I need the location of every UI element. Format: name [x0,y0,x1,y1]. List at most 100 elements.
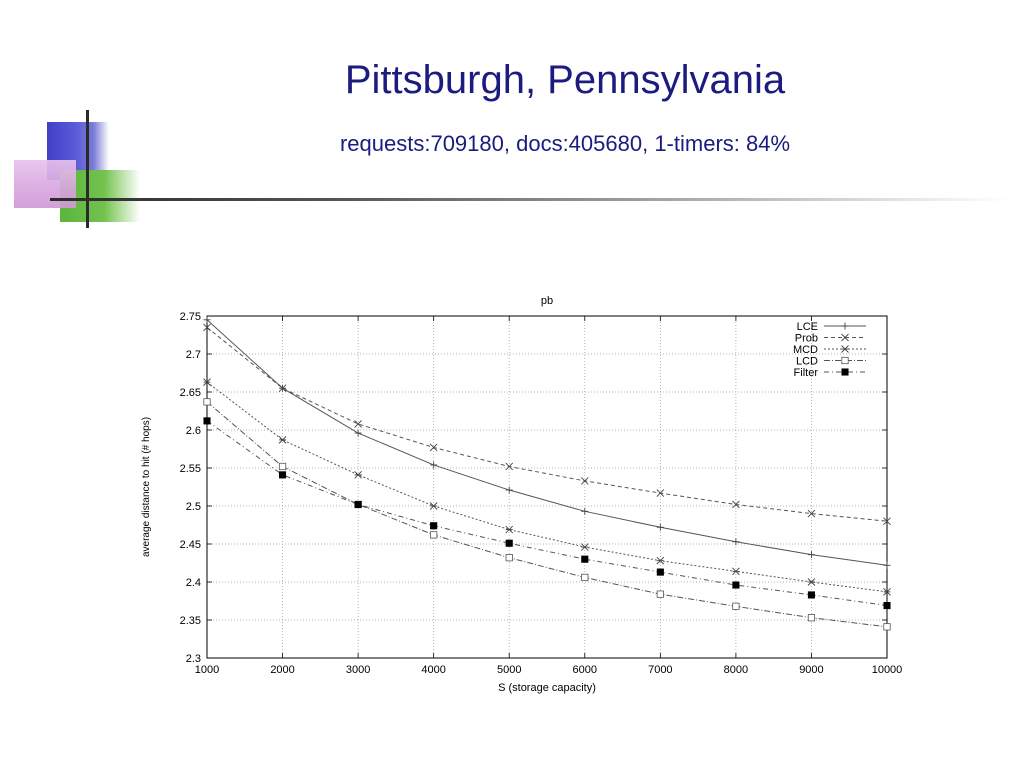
y-tick-label: 2.3 [186,653,201,665]
x-tick-label: 1000 [195,664,219,676]
data-point [807,509,816,518]
legend-label: Prob [795,333,818,345]
y-axis-label: average distance to hit (# hops) [141,417,152,557]
y-tick-label: 2.35 [180,615,201,627]
marker-stroke [429,443,438,452]
slide-title: Pittsburgh, Pennsylvania [344,58,786,102]
data-point [656,523,664,531]
data-point [430,461,438,469]
data-point [656,568,664,576]
data-point [656,590,664,598]
legend-label: Filter [794,367,819,379]
marker-stroke [732,500,740,509]
x-tick-label: 4000 [421,664,445,676]
decor-horizontal-rule [50,198,1010,201]
data-point [203,378,211,386]
data-point [581,507,589,515]
x-axis-label: S (storage capacity) [498,682,596,694]
data-point [883,517,891,526]
x-tick-label: 6000 [573,664,597,676]
marker-stroke [505,462,514,471]
series-lce [203,316,891,569]
data-point [505,462,514,471]
data-point [732,602,740,610]
series-line [206,319,888,566]
data-point [807,614,816,622]
legend-label: LCE [797,321,818,333]
data-point [656,556,665,565]
data-point [429,443,438,452]
data-point [505,554,513,562]
data-point [278,462,287,471]
data-point [732,500,740,509]
data-point [279,471,287,479]
marker-stroke [580,477,589,485]
x-tick-label: 5000 [497,664,521,676]
data-point [430,522,438,530]
series-lcd [203,398,891,631]
data-point [807,591,815,599]
x-tick-label: 2000 [270,664,294,676]
legend-label: LCD [796,356,818,368]
data-point [354,420,362,428]
x-tick-label: 3000 [346,664,370,676]
series-line [206,381,888,593]
legend-swatch-marker [841,322,849,330]
data-point [278,436,287,444]
data-point [580,543,589,551]
legend-label: MCD [793,344,818,356]
data-point [883,561,891,569]
slide-subtitle: requests:709180, docs:405680, 1-timers: … [339,131,791,156]
x-tick-label: 7000 [648,664,672,676]
chart-title: pb [541,295,553,307]
series-group [203,316,891,631]
x-tick-label: 8000 [724,664,748,676]
data-point [807,551,815,559]
series-prob [203,323,891,526]
marker-stroke [354,420,362,428]
series-line [206,327,888,522]
decor-vertical-rule [86,110,89,228]
data-point [883,602,891,610]
data-point [278,384,287,393]
data-point [732,567,740,576]
data-point [429,502,438,510]
data-point [354,471,362,479]
x-tick-label: 10000 [872,664,903,676]
marker-stroke [278,384,287,393]
data-point [581,555,589,563]
marker-stroke [656,489,665,497]
series-filter [203,417,891,610]
data-point [581,573,589,582]
legend-swatch-marker [841,356,849,365]
axes: 1000 2000 3000 4000 5000 6000 7000 8000 9000 1000… [180,311,903,676]
plot-area [207,316,887,658]
data-point [505,525,514,534]
y-tick-label: 2.7 [186,349,201,361]
data-point [505,539,513,547]
data-point [732,538,740,546]
y-tick-label: 2.55 [180,463,201,475]
data-point [580,477,589,485]
y-tick-label: 2.45 [180,539,201,551]
data-point [656,489,665,497]
data-point [203,323,211,332]
marker-stroke [883,517,891,526]
data-point [505,486,513,494]
data-point [354,500,362,509]
marker-stroke [203,323,211,332]
plot-frame [206,315,888,659]
legend-swatch-marker [841,368,849,376]
data-point [203,316,211,324]
marker-stroke [841,333,849,342]
marker-stroke [807,509,816,518]
data-point [354,429,362,437]
data-point [430,531,438,539]
data-point [203,417,211,425]
y-tick-label: 2.5 [186,501,201,513]
y-tick-label: 2.75 [180,311,201,323]
series-mcd [203,378,891,596]
legend-swatch-marker [841,345,849,353]
legend-swatch-marker [841,333,849,342]
